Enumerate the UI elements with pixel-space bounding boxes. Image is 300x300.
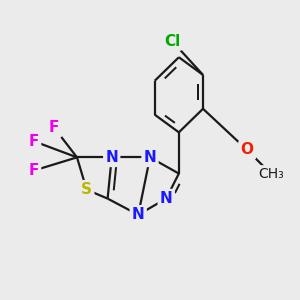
Text: S: S [81,182,92,197]
Text: F: F [28,134,39,149]
Text: N: N [144,150,156,165]
Text: Cl: Cl [164,34,180,49]
Text: O: O [241,142,254,158]
Text: N: N [132,207,145,222]
Text: F: F [49,120,59,135]
Text: F: F [28,163,39,178]
Text: CH₃: CH₃ [258,167,284,181]
Text: N: N [160,191,172,206]
Text: F: F [28,134,39,149]
Text: O: O [241,142,254,158]
Text: F: F [49,120,59,135]
Text: N: N [105,150,118,165]
Text: F: F [28,163,39,178]
